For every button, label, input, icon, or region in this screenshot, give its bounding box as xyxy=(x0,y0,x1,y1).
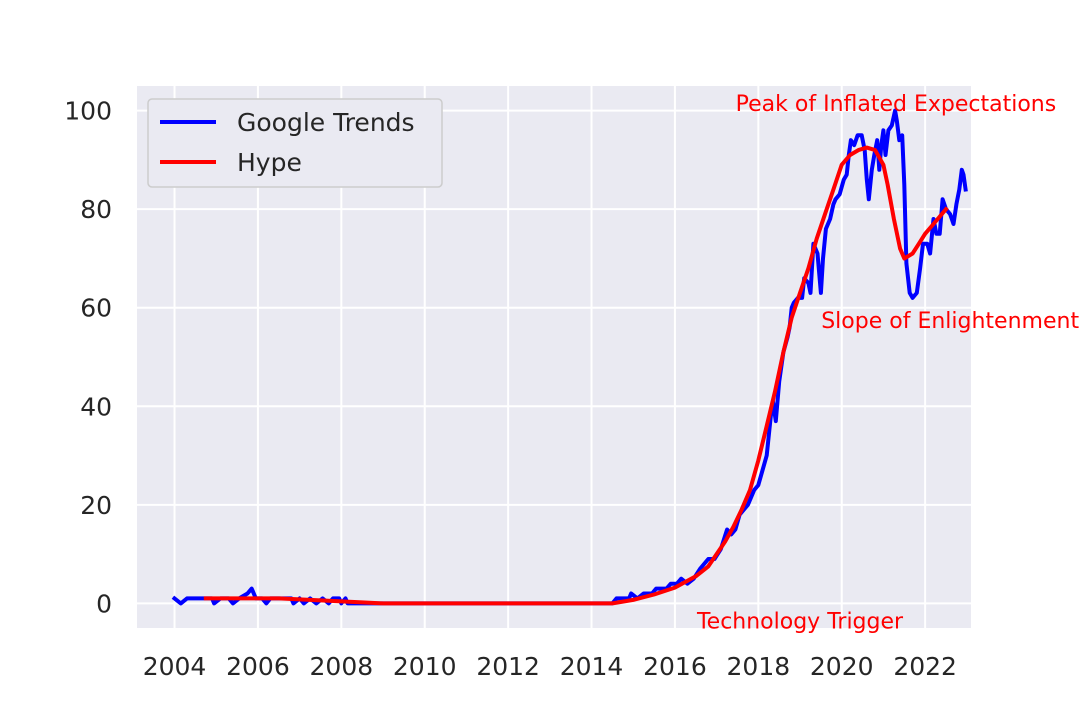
x-tick-label: 2012 xyxy=(476,652,540,681)
x-tick-label: 2014 xyxy=(560,652,624,681)
y-tick-label: 20 xyxy=(80,491,112,520)
series-layer xyxy=(171,108,968,606)
x-tick-label: 2004 xyxy=(143,652,207,681)
y-tick-label: 80 xyxy=(80,195,112,224)
series-line-hype xyxy=(203,145,949,606)
x-tick-label: 2010 xyxy=(393,652,457,681)
annotation-label: Slope of Enlightenment xyxy=(821,309,1079,334)
annotation-label: Peak of Inflated Expectations xyxy=(736,92,1057,117)
legend: Google Trends Hype xyxy=(147,98,443,188)
legend-label: Google Trends xyxy=(237,108,415,137)
legend-box xyxy=(147,98,443,188)
x-tick-label: 2020 xyxy=(810,652,874,681)
y-tick-label: 40 xyxy=(80,392,112,421)
x-tick-label: 2022 xyxy=(893,652,957,681)
x-tick-label: 2018 xyxy=(727,652,791,681)
annotations: Peak of Inflated Expectations Slope of En… xyxy=(696,92,1079,634)
y-axis-ticks: 0 20 40 60 80 100 xyxy=(64,97,112,619)
y-tick-label: 60 xyxy=(80,294,112,323)
x-tick-label: 2008 xyxy=(310,652,374,681)
x-tick-label: 2016 xyxy=(643,652,707,681)
x-tick-label: 2006 xyxy=(226,652,290,681)
annotation-label: Technology Trigger xyxy=(696,610,904,635)
legend-label: Hype xyxy=(237,148,302,177)
y-tick-label: 100 xyxy=(64,97,112,126)
x-axis-ticks: 2004 2006 2008 2010 2012 2014 2016 2018 2020 2022 xyxy=(143,652,957,681)
y-tick-label: 0 xyxy=(96,589,112,618)
